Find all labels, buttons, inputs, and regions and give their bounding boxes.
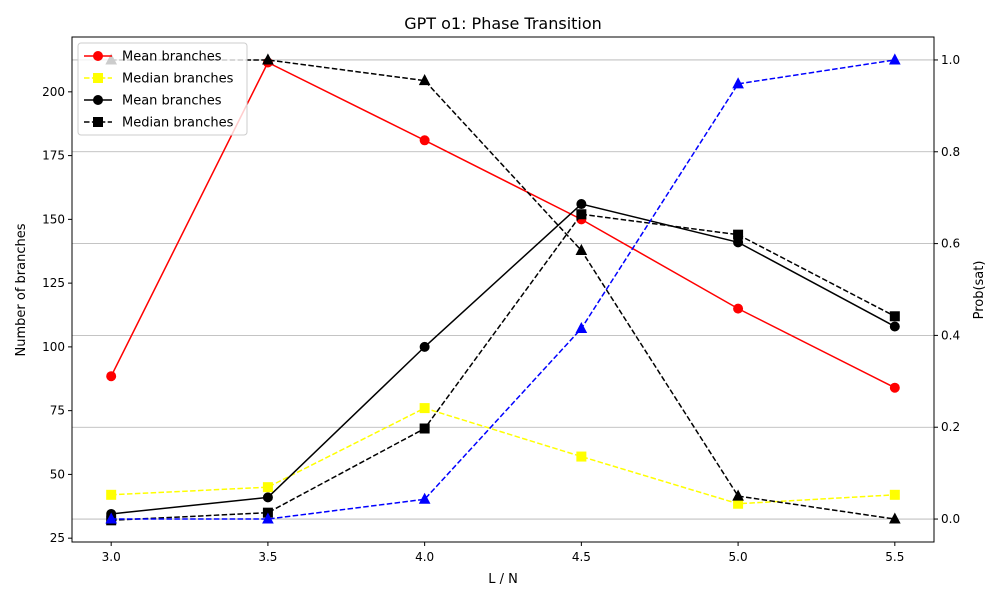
- data-point: [576, 451, 587, 462]
- series-line: [111, 59, 895, 520]
- data-point: [889, 382, 900, 393]
- data-point: [888, 512, 901, 524]
- y2-tick-label: 0.8: [941, 145, 960, 159]
- series-line: [111, 213, 896, 522]
- data-point: [419, 423, 430, 434]
- y-axis-right: 0.0 0.2 0.4 0.6 0.8 1.0: [934, 53, 960, 526]
- data-point: [419, 341, 430, 352]
- legend-entry: Mean branches: [84, 50, 222, 65]
- y2-tick-label: 0.0: [941, 512, 960, 526]
- legend: Mean branches Median branches Mean branche…: [77, 42, 248, 136]
- data-point: [262, 492, 273, 503]
- y-axis-left: 25 50 75 100 125 150 175 200: [42, 85, 72, 545]
- data-point: [575, 243, 588, 255]
- x-tick-label: 4.0: [415, 550, 434, 564]
- x-tick-label: 3.0: [102, 550, 121, 564]
- data-point: [262, 512, 274, 524]
- series-5: [105, 53, 901, 524]
- y-tick-label: 25: [50, 531, 65, 545]
- series-3: [106, 199, 900, 519]
- y-tick-label: 125: [42, 276, 65, 290]
- y2-tick-label: 0.2: [941, 420, 960, 434]
- legend-marker: [93, 117, 103, 127]
- y2-tick-label: 1.0: [941, 53, 960, 67]
- data-point: [418, 74, 431, 86]
- data-point: [889, 311, 900, 322]
- data-point: [733, 303, 744, 314]
- data-point: [106, 489, 117, 500]
- x-tick-label: 3.5: [258, 550, 277, 564]
- legend-entry: Mean branches: [84, 94, 222, 109]
- series-1: [106, 403, 900, 509]
- data-point: [105, 512, 118, 524]
- data-point: [733, 498, 744, 509]
- legend-marker: [93, 95, 103, 105]
- data-point: [418, 492, 431, 504]
- y2-axis-label: Prob(sat): [972, 261, 987, 320]
- data-point: [576, 199, 587, 210]
- y2-tick-label: 0.6: [941, 237, 960, 251]
- x-tick-label: 5.0: [729, 550, 748, 564]
- data-point: [732, 489, 744, 501]
- data-point: [419, 403, 430, 414]
- legend-label: Mean branches: [122, 50, 222, 65]
- legend-label: Mean branches: [122, 94, 222, 109]
- data-point: [889, 489, 900, 500]
- y-tick-label: 175: [42, 149, 65, 163]
- data-point: [262, 482, 273, 493]
- data-point: [419, 135, 430, 146]
- legend-marker: [93, 73, 103, 83]
- data-point: [106, 371, 117, 382]
- x-axis: 3.0 3.5 4.0 4.5 5.0 5.5: [102, 542, 904, 564]
- data-point: [575, 321, 588, 334]
- x-axis-label: L / N: [488, 572, 518, 587]
- y-axis-label: Number of branches: [14, 223, 29, 356]
- x-tick-label: 4.5: [572, 550, 591, 564]
- data-point: [889, 321, 900, 332]
- x-tick-label: 5.5: [885, 550, 904, 564]
- legend-label: Median branches: [122, 116, 234, 131]
- y-tick-label: 75: [50, 404, 65, 418]
- legend-entry: Median branches: [84, 72, 234, 87]
- y2-tick-label: 0.4: [941, 328, 960, 342]
- series-line: [111, 203, 896, 515]
- legend-box: [77, 42, 248, 136]
- legend-marker: [93, 51, 103, 61]
- legend-entry: Median branches: [84, 116, 234, 131]
- y-tick-label: 100: [42, 340, 65, 354]
- legend-label: Median branches: [122, 72, 234, 87]
- data-point: [733, 229, 744, 240]
- data-point: [262, 53, 274, 65]
- y-tick-label: 200: [42, 85, 65, 99]
- data-point: [732, 77, 744, 89]
- chart-title: GPT o1: Phase Transition: [404, 14, 602, 33]
- data-point: [576, 209, 587, 220]
- series-line: [111, 407, 895, 505]
- data-point: [888, 53, 901, 65]
- y-tick-label: 50: [50, 467, 65, 481]
- y-tick-label: 150: [42, 212, 65, 226]
- plot-frame: [71, 36, 935, 543]
